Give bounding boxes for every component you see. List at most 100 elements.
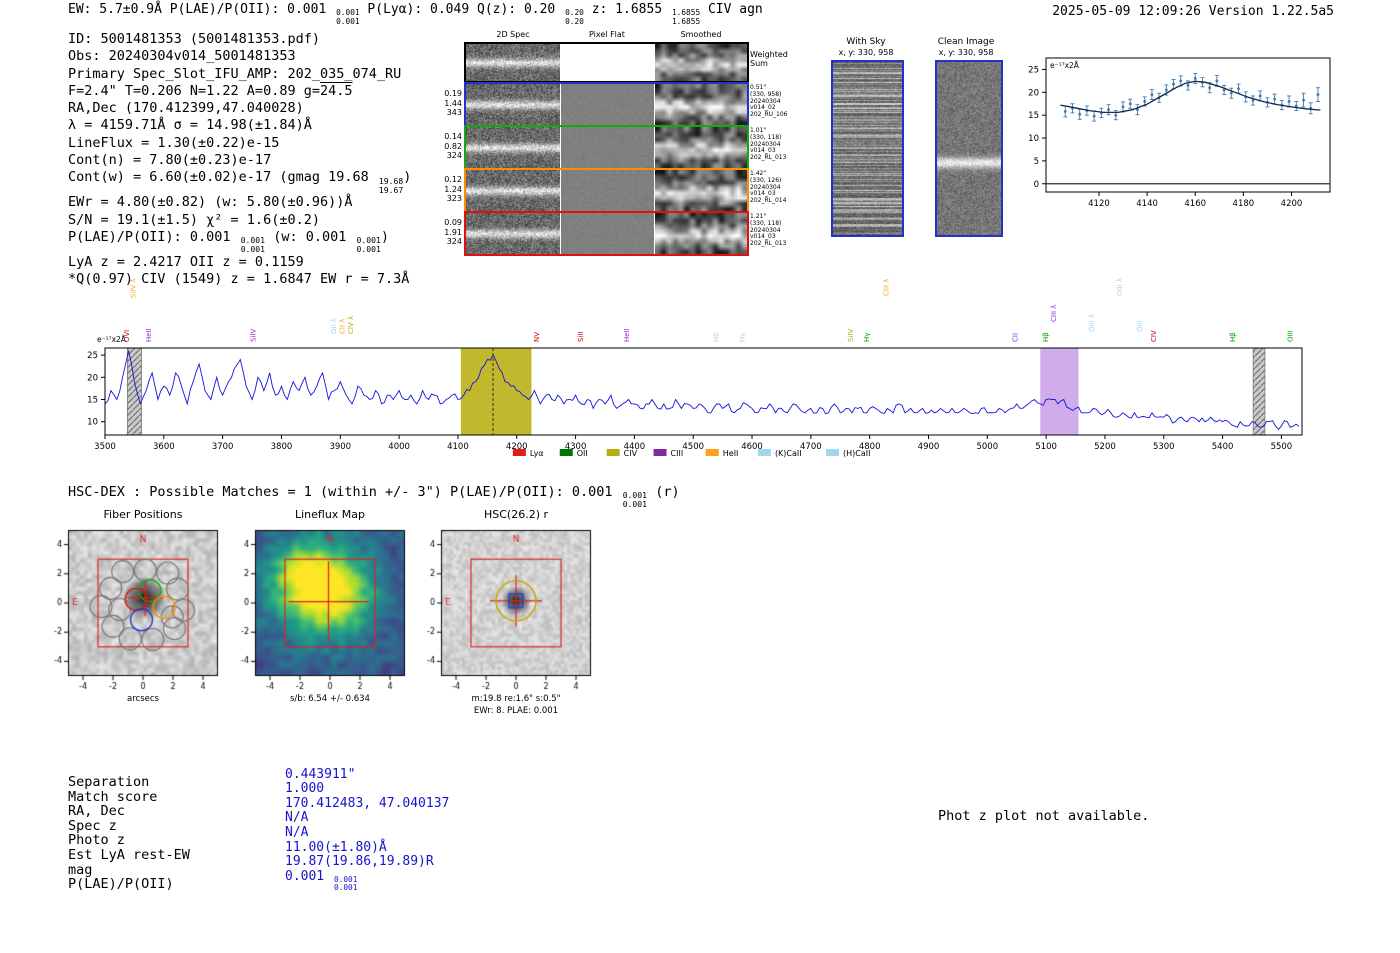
line-fit-chart: 4120 4140 4160 4180 4200 0 5 10 15 20 25 e⁻¹⁷x2Å [1000,46,1340,222]
stacked-value: 0.20 0.20 [565,8,584,26]
info-line: RA,Dec (170.412399,47.040028) [68,100,304,117]
info-line: ID: 5001481353 (5001481353.pdf) [68,31,320,47]
svg-text:OIII λ: OIII λ [1088,314,1096,332]
svg-text:(H)CaII: (H)CaII [843,449,870,458]
spec2d-flat-image [561,84,654,125]
info-line: Cont(w) = 6.60(±0.02)e-17 (gmag 19.68 19… [68,169,412,195]
svg-text:5: 5 [1034,157,1039,167]
spec2d-row-annotation: 1.01" (330, 118) 20240304 v014_03 202_RL… [750,127,787,162]
stacked-value: 0.001 0.001 [356,235,381,255]
svg-text:3600: 3600 [153,442,175,452]
svg-text:OVI: OVI [123,330,131,342]
svg-text:CIV λ: CIV λ [347,316,355,334]
match-table-value: 170.412483, 47.040137 [285,795,450,811]
info-line: Obs: 20240304v014_5001481353 [68,48,296,65]
spec2d-spec-image [466,127,560,168]
info-line: P(LAE)/P(OII): 0.001 0.001 0.001 (w: 0.00… [68,228,389,255]
svg-text:4400: 4400 [624,442,646,452]
svg-text:4140: 4140 [1136,199,1158,209]
spec2d-flat-image [561,213,654,254]
with_sky-title: With Sky [846,37,886,47]
stacked-value: 0.001 0.001 [336,8,360,26]
hscdex-header: HSC-DEX : Possible Matches = 1 (within +… [68,484,680,510]
svg-text:10: 10 [1028,134,1039,144]
match-table-label: Match score [68,788,158,805]
spec2d-row-annotation: 1.42" (330, 126) 20240304 v014_03 202_RL… [750,170,787,205]
svg-text:5000: 5000 [976,442,998,452]
spec2d-column-title: 2D Spec [496,30,530,39]
svg-text:0: 0 [1034,180,1039,190]
match-table-value: 11.00(±1.80)Å [285,839,387,855]
svg-text:OIII λ: OIII λ [1116,278,1124,296]
spec2d-spec-image [466,213,560,254]
svg-text:(K)CaII: (K)CaII [775,449,802,458]
svg-text:OII: OII [577,449,588,458]
info-line: F=2.4" T=0.206 N=1.22 A=0.89 g=24.5 [68,82,353,99]
svg-text:SiIV: SiIV [250,329,258,342]
spec2d-row-border [464,211,749,256]
cutout-fiber-image [34,516,224,696]
svg-text:Hγ: Hγ [738,333,746,342]
spec2d-row-left-labels: 0.09 1.91 324 [444,218,462,247]
svg-text:Hδ: Hδ [712,332,720,342]
svg-text:4200: 4200 [1281,199,1303,209]
svg-text:20: 20 [87,373,98,383]
svg-text:20: 20 [1028,88,1039,98]
clean-coords: x, y: 330, 958 [938,48,994,57]
svg-text:4500: 4500 [682,442,704,452]
with_sky-image [831,60,904,237]
cutout-xlabel: m:19.8 re:1.6" s:0.5" [471,694,561,704]
svg-text:CIV: CIV [1150,330,1158,342]
spec2d-flat-image [561,127,654,168]
cutout-xlabel: arcsecs [127,694,159,704]
svg-text:4160: 4160 [1184,199,1206,209]
detection-info-block: ID: 5001481353 (5001481353.pdf) Obs: 2024… [68,31,411,288]
spec2d-row-left-labels: 0.14 0.82 324 [444,132,462,161]
svg-text:4200: 4200 [506,442,528,452]
svg-text:4700: 4700 [800,442,822,452]
svg-text:HeII: HeII [723,449,739,458]
info-line: LyA z = 2.4217 OII z = 0.1159 [68,253,304,270]
match-table-label: P(LAE)/P(OII) [68,876,174,893]
spec2d-weighted-label: Weighted Sum [750,50,788,68]
svg-text:3500: 3500 [94,442,116,452]
match-table-label: Separation [68,774,150,790]
spec2d-row-left-labels: 0.12 1.24 323 [444,175,462,204]
svg-text:e⁻¹⁷x2Å: e⁻¹⁷x2Å [1050,61,1080,70]
spec2d-flat-empty [561,44,654,81]
svg-text:HeII: HeII [145,328,153,342]
svg-text:3900: 3900 [329,442,351,452]
svg-text:4900: 4900 [918,442,940,452]
svg-text:Hβ: Hβ [1042,332,1050,342]
info-line: λ = 4159.71Å σ = 14.98(±1.84)Å [68,117,312,134]
cutout-xlabel: s/b: 6.54 +/- 0.634 [290,694,370,704]
spec2d-row-left-labels: 0.19 1.44 343 [444,89,462,118]
spec2d-column-title: Smoothed [680,30,722,39]
svg-text:e⁻¹⁷x2Å: e⁻¹⁷x2Å [97,335,127,344]
svg-text:3700: 3700 [212,442,234,452]
match-table-label: mag [68,861,93,878]
svg-text:SiIV λ: SiIV λ [130,278,138,298]
match-table-value: 0.001 0.001 0.001 [285,868,358,893]
match-table-value: N/A [285,824,309,840]
header-summary: EW: 5.7±0.9Å P(LAE)/P(OII): 0.001 0.001 0… [68,2,763,26]
svg-text:Lyα: Lyα [530,449,544,458]
match-table-label: Est LyA rest-EW [68,847,190,863]
svg-text:15: 15 [1028,111,1039,121]
clean-title: Clean Image [937,37,995,47]
info-line: Cont(n) = 7.80(±0.23)e-17 [68,152,272,169]
spec2d-smooth-image [655,127,747,168]
spec2d-spec-image [466,170,560,211]
svg-text:SiII: SiII [577,331,585,342]
spec2d-smooth-image [655,213,747,254]
info-line: S/N = 19.1(±1.5) χ² = 1.6(±0.2) [68,211,320,228]
svg-text:15: 15 [87,395,98,405]
svg-text:CIII λ: CIII λ [1050,305,1058,322]
svg-text:NV: NV [533,332,541,342]
spec2d-smooth-image [655,44,747,81]
svg-text:CII: CII [1011,333,1019,342]
full-spectrum-chart: 3500 3600 3700 3800 3900 4000 4100 4200 4300 4400… [85,272,1325,476]
match-table-label: Spec z [68,817,117,834]
header-datetime-version: 2025-05-09 12:09:26 Version 1.22.5a5 [1052,4,1334,19]
svg-text:Hβ: Hβ [1229,332,1237,342]
